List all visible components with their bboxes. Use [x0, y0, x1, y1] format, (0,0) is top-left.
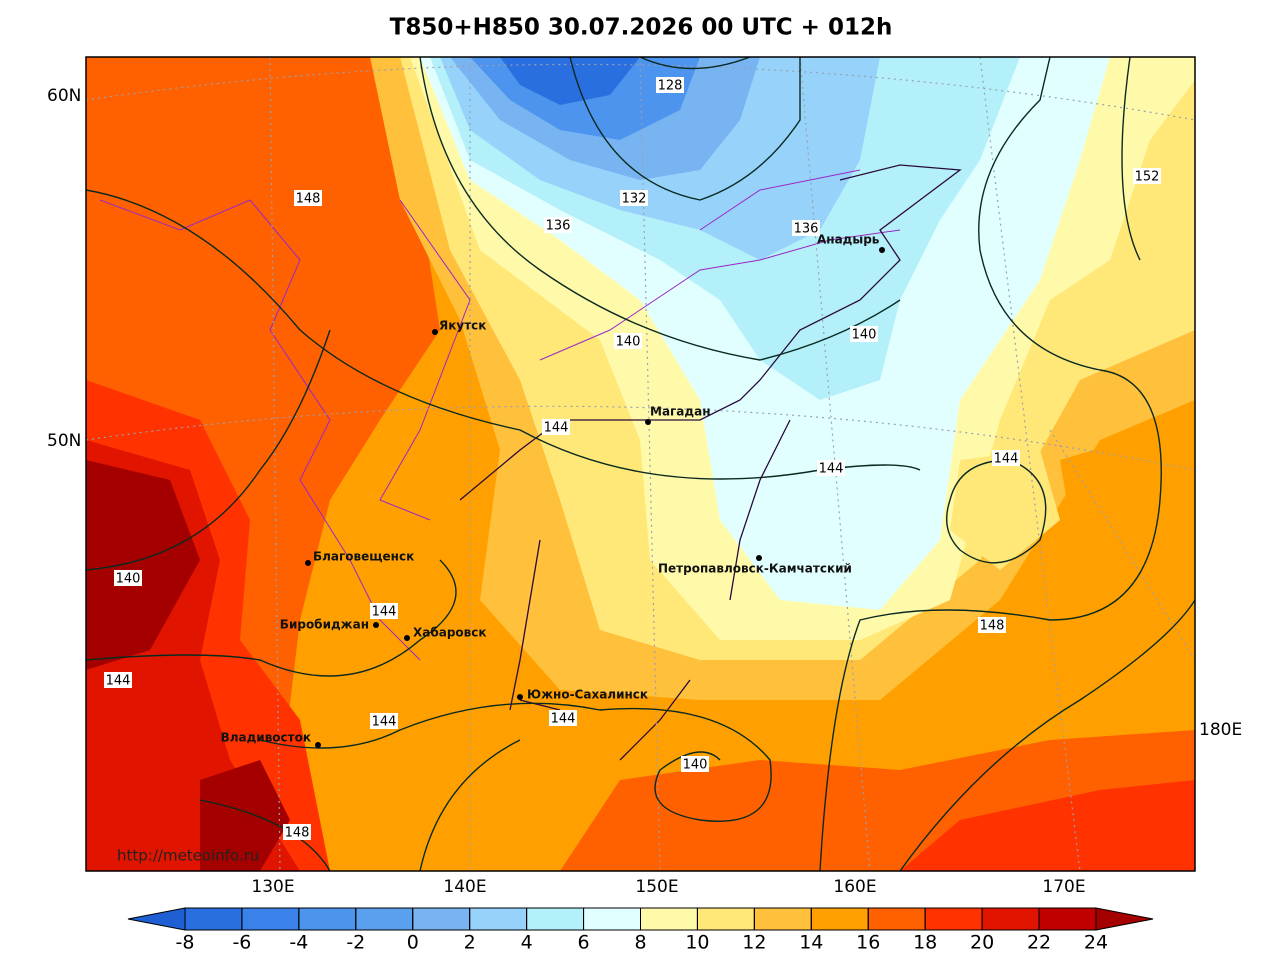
cities: Якутск Магадан Анадырь Благовещенск Биро… — [221, 233, 885, 748]
graticule-labels: 60N 50N 130E 140E 150E 160E 170E 180E — [47, 86, 1242, 897]
contour-label-box — [992, 450, 1020, 466]
colorbar-swatch — [867, 907, 926, 931]
contour-label: 132 — [622, 192, 647, 207]
city-label: Якутск — [439, 319, 486, 333]
source-url: http://meteoinfo.ru — [117, 847, 259, 865]
contour-label: 128 — [658, 79, 683, 94]
city-label: Благовещенск — [313, 550, 414, 564]
city-label: Магадан — [650, 405, 711, 419]
lon-label: 170E — [1042, 877, 1085, 897]
colorbar-swatch — [298, 907, 357, 931]
contour-label: 144 — [372, 715, 397, 730]
contour-label: 144 — [551, 712, 576, 727]
contour-label: 140 — [116, 572, 141, 587]
contour-label: 140 — [683, 758, 708, 773]
contour-label-box — [544, 217, 572, 233]
contour-label: 140 — [852, 328, 877, 343]
colorbar-swatch — [469, 907, 528, 931]
colorbar-swatch — [241, 907, 300, 931]
colorbar-swatch — [184, 907, 243, 931]
colorbar-swatch — [924, 907, 983, 931]
contour-label: 148 — [296, 192, 321, 207]
colorbar-tick-label: 14 — [799, 932, 823, 954]
city-label: Биробиджан — [280, 618, 369, 632]
city-label: Петропавловск-Камчатский — [658, 562, 852, 576]
contour-label-box — [542, 419, 570, 435]
colorbar-tick-label: 10 — [685, 932, 709, 954]
contour-label-box — [549, 710, 577, 726]
city-label: Владивосток — [221, 731, 311, 745]
contour-label: 136 — [794, 222, 819, 237]
contour-label-box — [681, 756, 709, 772]
contour-label-box — [104, 672, 132, 688]
colorbar-swatch — [412, 907, 471, 931]
contour-label-box — [294, 190, 322, 206]
lon-label: 180E — [1199, 720, 1242, 740]
contour-label: 144 — [544, 421, 569, 436]
contour-label-box — [1133, 168, 1161, 184]
contour-label-box — [817, 460, 845, 476]
colorbar-tick-label: 16 — [856, 932, 880, 954]
contour-label: 144 — [994, 452, 1019, 467]
colorbar-end — [127, 907, 186, 931]
lat-label: 50N — [47, 431, 81, 451]
colorbar-end — [1095, 907, 1154, 931]
lon-label: 150E — [635, 877, 678, 897]
lon-label: 130E — [251, 877, 294, 897]
contour-label-box — [656, 77, 684, 93]
colorbar-tick-label: 22 — [1027, 932, 1051, 954]
colorbar-tick-label: 2 — [464, 932, 476, 954]
colorbar-swatch — [753, 907, 812, 931]
colorbar-swatch — [640, 907, 698, 931]
colorbar-tick-label: 0 — [407, 932, 419, 954]
colorbar: -8 -6 -4 -2 0 2 4 6 8 10 12 14 16 18 20 22 24 — [127, 907, 1154, 954]
colorbar-tick-label: 4 — [521, 932, 533, 954]
colorbar-swatch — [355, 907, 414, 931]
contour-labels: 128 132 136 136 148 152 140 140 144 144 144 140 144 1… — [104, 77, 1161, 841]
colorbar-tick-label: -8 — [176, 932, 195, 954]
contour-label-box — [283, 824, 311, 840]
map-frame — [85, 56, 1196, 872]
lon-label: 160E — [833, 877, 876, 897]
contour-label: 148 — [980, 619, 1005, 634]
colorbar-tick-label: 18 — [913, 932, 937, 954]
city-label: Анадырь — [817, 233, 880, 247]
colorbar-tick-label: -2 — [346, 932, 365, 954]
contour-label: 144 — [372, 605, 397, 620]
contour-label-box — [370, 603, 398, 619]
colorbar-swatch — [696, 907, 755, 931]
contour-label: 148 — [285, 826, 310, 841]
contour-label-box — [370, 713, 398, 729]
contour-label-box — [614, 333, 642, 349]
temperature-field — [86, 57, 1195, 871]
city-label: Хабаровск — [413, 626, 487, 640]
colorbar-tick-label: -4 — [289, 932, 308, 954]
contour-label-box — [792, 220, 820, 236]
colorbar-tick-label: 20 — [970, 932, 994, 954]
contour-label: 140 — [616, 335, 641, 350]
lat-label: 60N — [47, 86, 81, 106]
colorbar-tick-label: 6 — [578, 932, 590, 954]
colorbar-swatch — [981, 907, 1040, 931]
contour-label-box — [114, 570, 142, 586]
colorbar-tick-label: -6 — [232, 932, 251, 954]
lon-label: 140E — [443, 877, 486, 897]
contour-label-box — [850, 326, 878, 342]
contour-label: 152 — [1135, 170, 1160, 185]
contour-label: 144 — [819, 462, 844, 477]
contour-label-box — [620, 190, 648, 206]
contour-label-box — [978, 617, 1006, 633]
city-label: Южно-Сахалинск — [527, 688, 648, 702]
colorbar-swatch — [1038, 907, 1097, 931]
map-title: T850+H850 30.07.2026 00 UTC + 012h — [390, 15, 893, 41]
colorbar-tick-label: 12 — [742, 932, 766, 954]
colorbar-swatch — [810, 907, 869, 931]
contour-label: 144 — [106, 674, 131, 689]
colorbar-tick-label: 24 — [1084, 932, 1108, 954]
colorbar-swatch — [583, 907, 641, 931]
colorbar-swatch — [526, 907, 585, 931]
colorbar-tick-label: 8 — [634, 932, 646, 954]
contour-label: 136 — [546, 219, 571, 234]
